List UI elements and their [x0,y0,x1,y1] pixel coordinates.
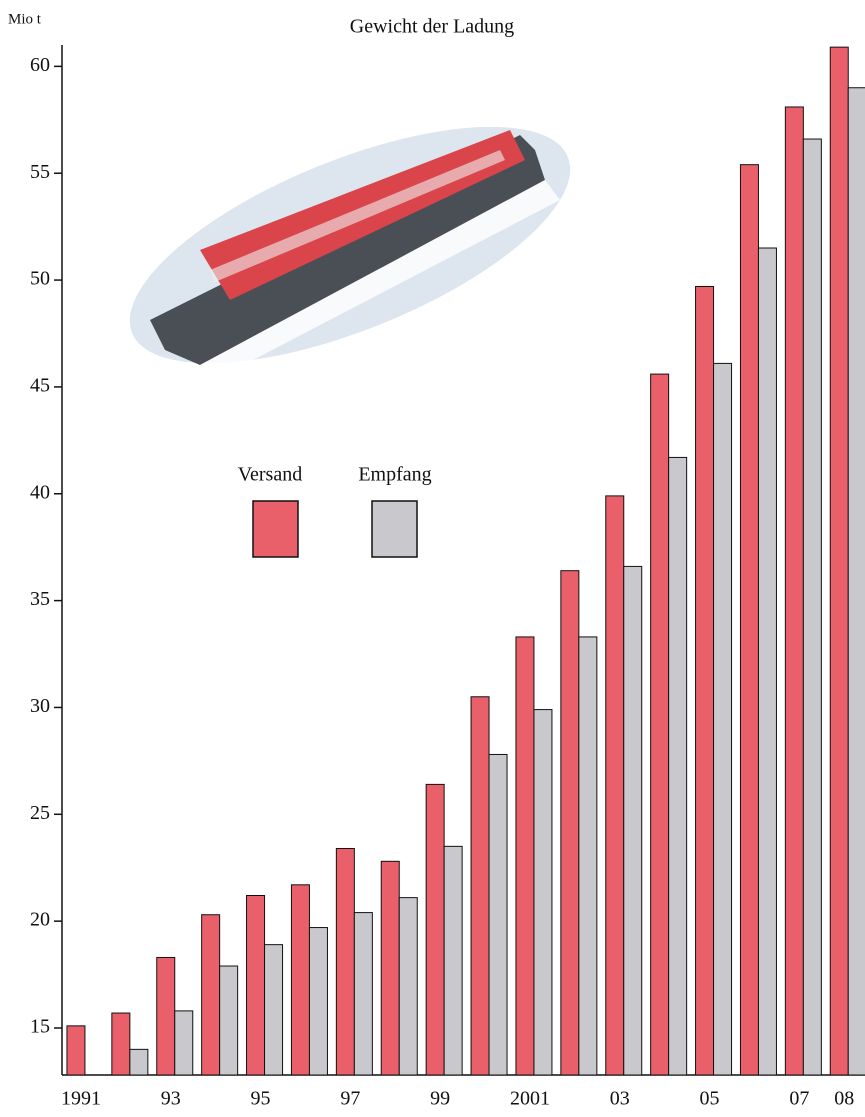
bar [488,753,508,1076]
x-tick-label: 08 [834,1088,854,1110]
bar [156,956,176,1076]
bar [802,138,822,1076]
x-tick-label: 97 [340,1088,360,1110]
bar [757,247,777,1076]
bar [425,783,445,1076]
bar [246,894,266,1076]
y-tick-label: 35 [30,588,50,610]
bar [650,373,670,1076]
x-tick-label: 1991 [61,1088,101,1110]
legend-label: Versand [238,464,302,486]
x-tick-label: 07 [789,1088,809,1110]
bar [515,636,535,1076]
bar [398,897,418,1076]
bar [847,87,865,1076]
bar [695,285,715,1076]
y-tick-label: 50 [30,268,50,290]
bar [66,1025,86,1076]
bar [174,1010,194,1076]
legend-label: Empfang [358,464,431,486]
x-tick-label: 05 [700,1088,720,1110]
bar [533,709,553,1076]
bar [219,965,239,1076]
legend-swatch [371,500,418,558]
y-tick-label: 20 [30,909,50,931]
ship-illustration [129,126,571,372]
y-tick-label: 45 [30,375,50,397]
x-tick-label: 95 [251,1088,271,1110]
bar [201,914,221,1076]
y-tick-label: 30 [30,695,50,717]
bar [784,106,804,1076]
bar [264,944,284,1076]
bar [335,847,355,1076]
y-tick-label: 60 [30,54,50,76]
bar [443,845,463,1076]
bar [380,860,400,1076]
bar [470,696,490,1076]
bar [578,636,598,1076]
bar [290,884,310,1076]
y-tick-label: 25 [30,802,50,824]
x-tick-label: 99 [430,1088,450,1110]
bar [129,1048,149,1076]
y-tick-label: 55 [30,161,50,183]
y-tick-label: 40 [30,481,50,503]
y-tick-label: 15 [30,1016,50,1038]
legend-swatch [252,500,299,558]
bar [111,1012,131,1076]
bar [560,570,580,1076]
chart-title: Gewicht der Ladung [350,16,514,38]
y-axis-label: Mio t [8,11,42,27]
bar [668,456,688,1076]
bar [353,912,373,1076]
bar [308,927,328,1076]
x-tick-label: 2001 [510,1088,550,1110]
bar [739,164,759,1076]
bar [713,362,733,1076]
x-tick-label: 93 [161,1088,181,1110]
bar [623,565,643,1076]
x-tick-label: 03 [610,1088,630,1110]
bar [829,46,849,1076]
bar [605,495,625,1076]
